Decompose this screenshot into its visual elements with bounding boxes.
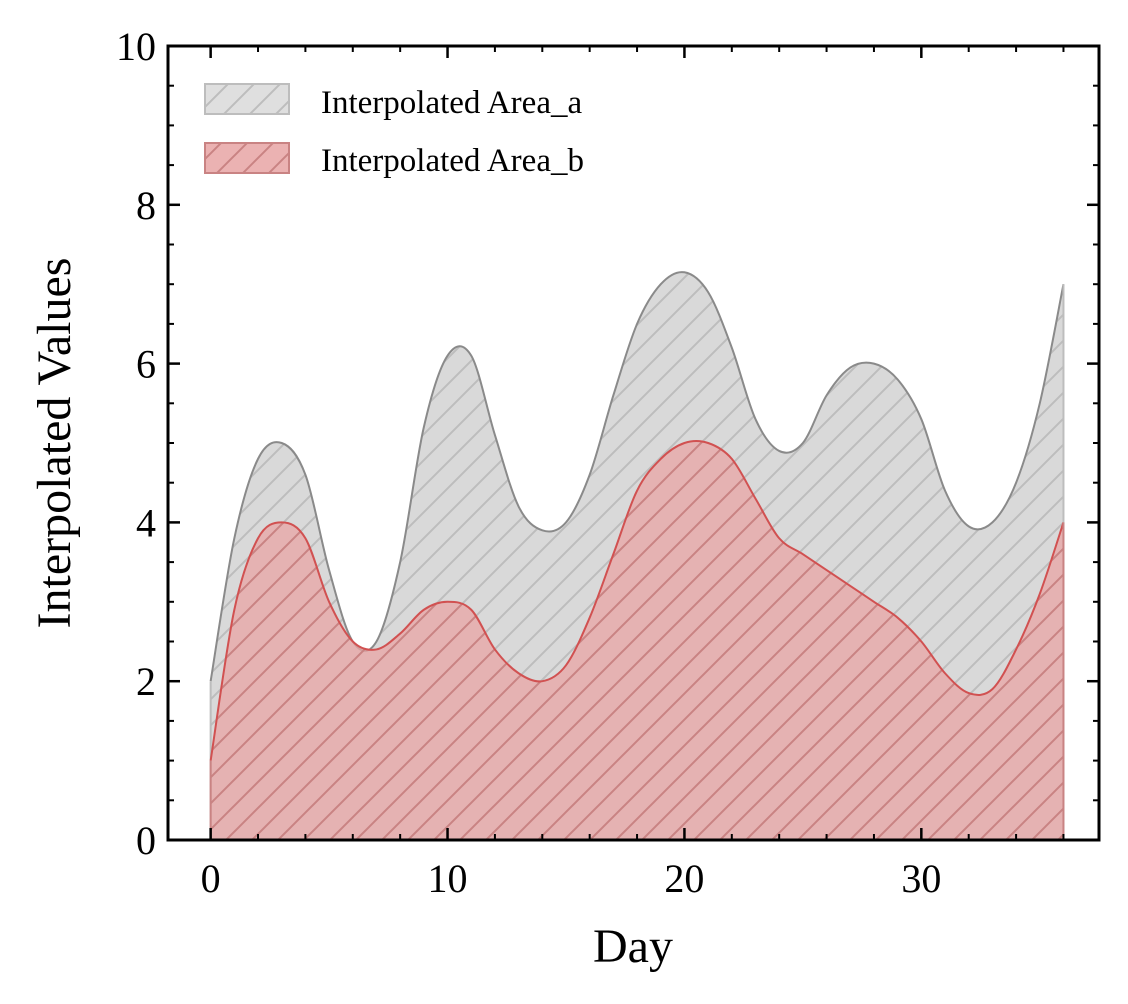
y-tick-label: 10 [116, 24, 156, 69]
y-tick-label: 0 [136, 818, 156, 863]
legend: Interpolated Area_a Interpolated Area_b [204, 83, 584, 179]
legend-swatch-hatch-1 [205, 143, 289, 173]
area-outline-0 [209, 271, 1065, 682]
ticks-layer: 0 10 20 30 0 2 4 6 8 10 [116, 24, 1099, 901]
plot-frame [166, 44, 1101, 842]
y-axis-label: Interpolated Values [28, 258, 81, 629]
y-tick-label: 4 [136, 500, 156, 545]
series-layer [209, 271, 1065, 840]
x-tick-label: 10 [428, 856, 468, 901]
x-tick-label: 20 [664, 856, 704, 901]
legend-swatch-hatch-0 [205, 84, 289, 114]
area-outline-1 [209, 440, 1065, 761]
y-tick-label: 6 [136, 342, 156, 387]
area-hatch-1 [210, 441, 1064, 840]
legend-label-a: Interpolated Area_a [321, 85, 582, 121]
x-axis-label: Day [593, 920, 673, 973]
legend-label-b: Interpolated Area_b [321, 143, 584, 179]
x-tick-label: 30 [901, 856, 941, 901]
y-tick-label: 2 [136, 659, 156, 704]
y-tick-label: 8 [136, 183, 156, 228]
series-b [209, 440, 1065, 840]
x-tick-label: 0 [201, 856, 221, 901]
